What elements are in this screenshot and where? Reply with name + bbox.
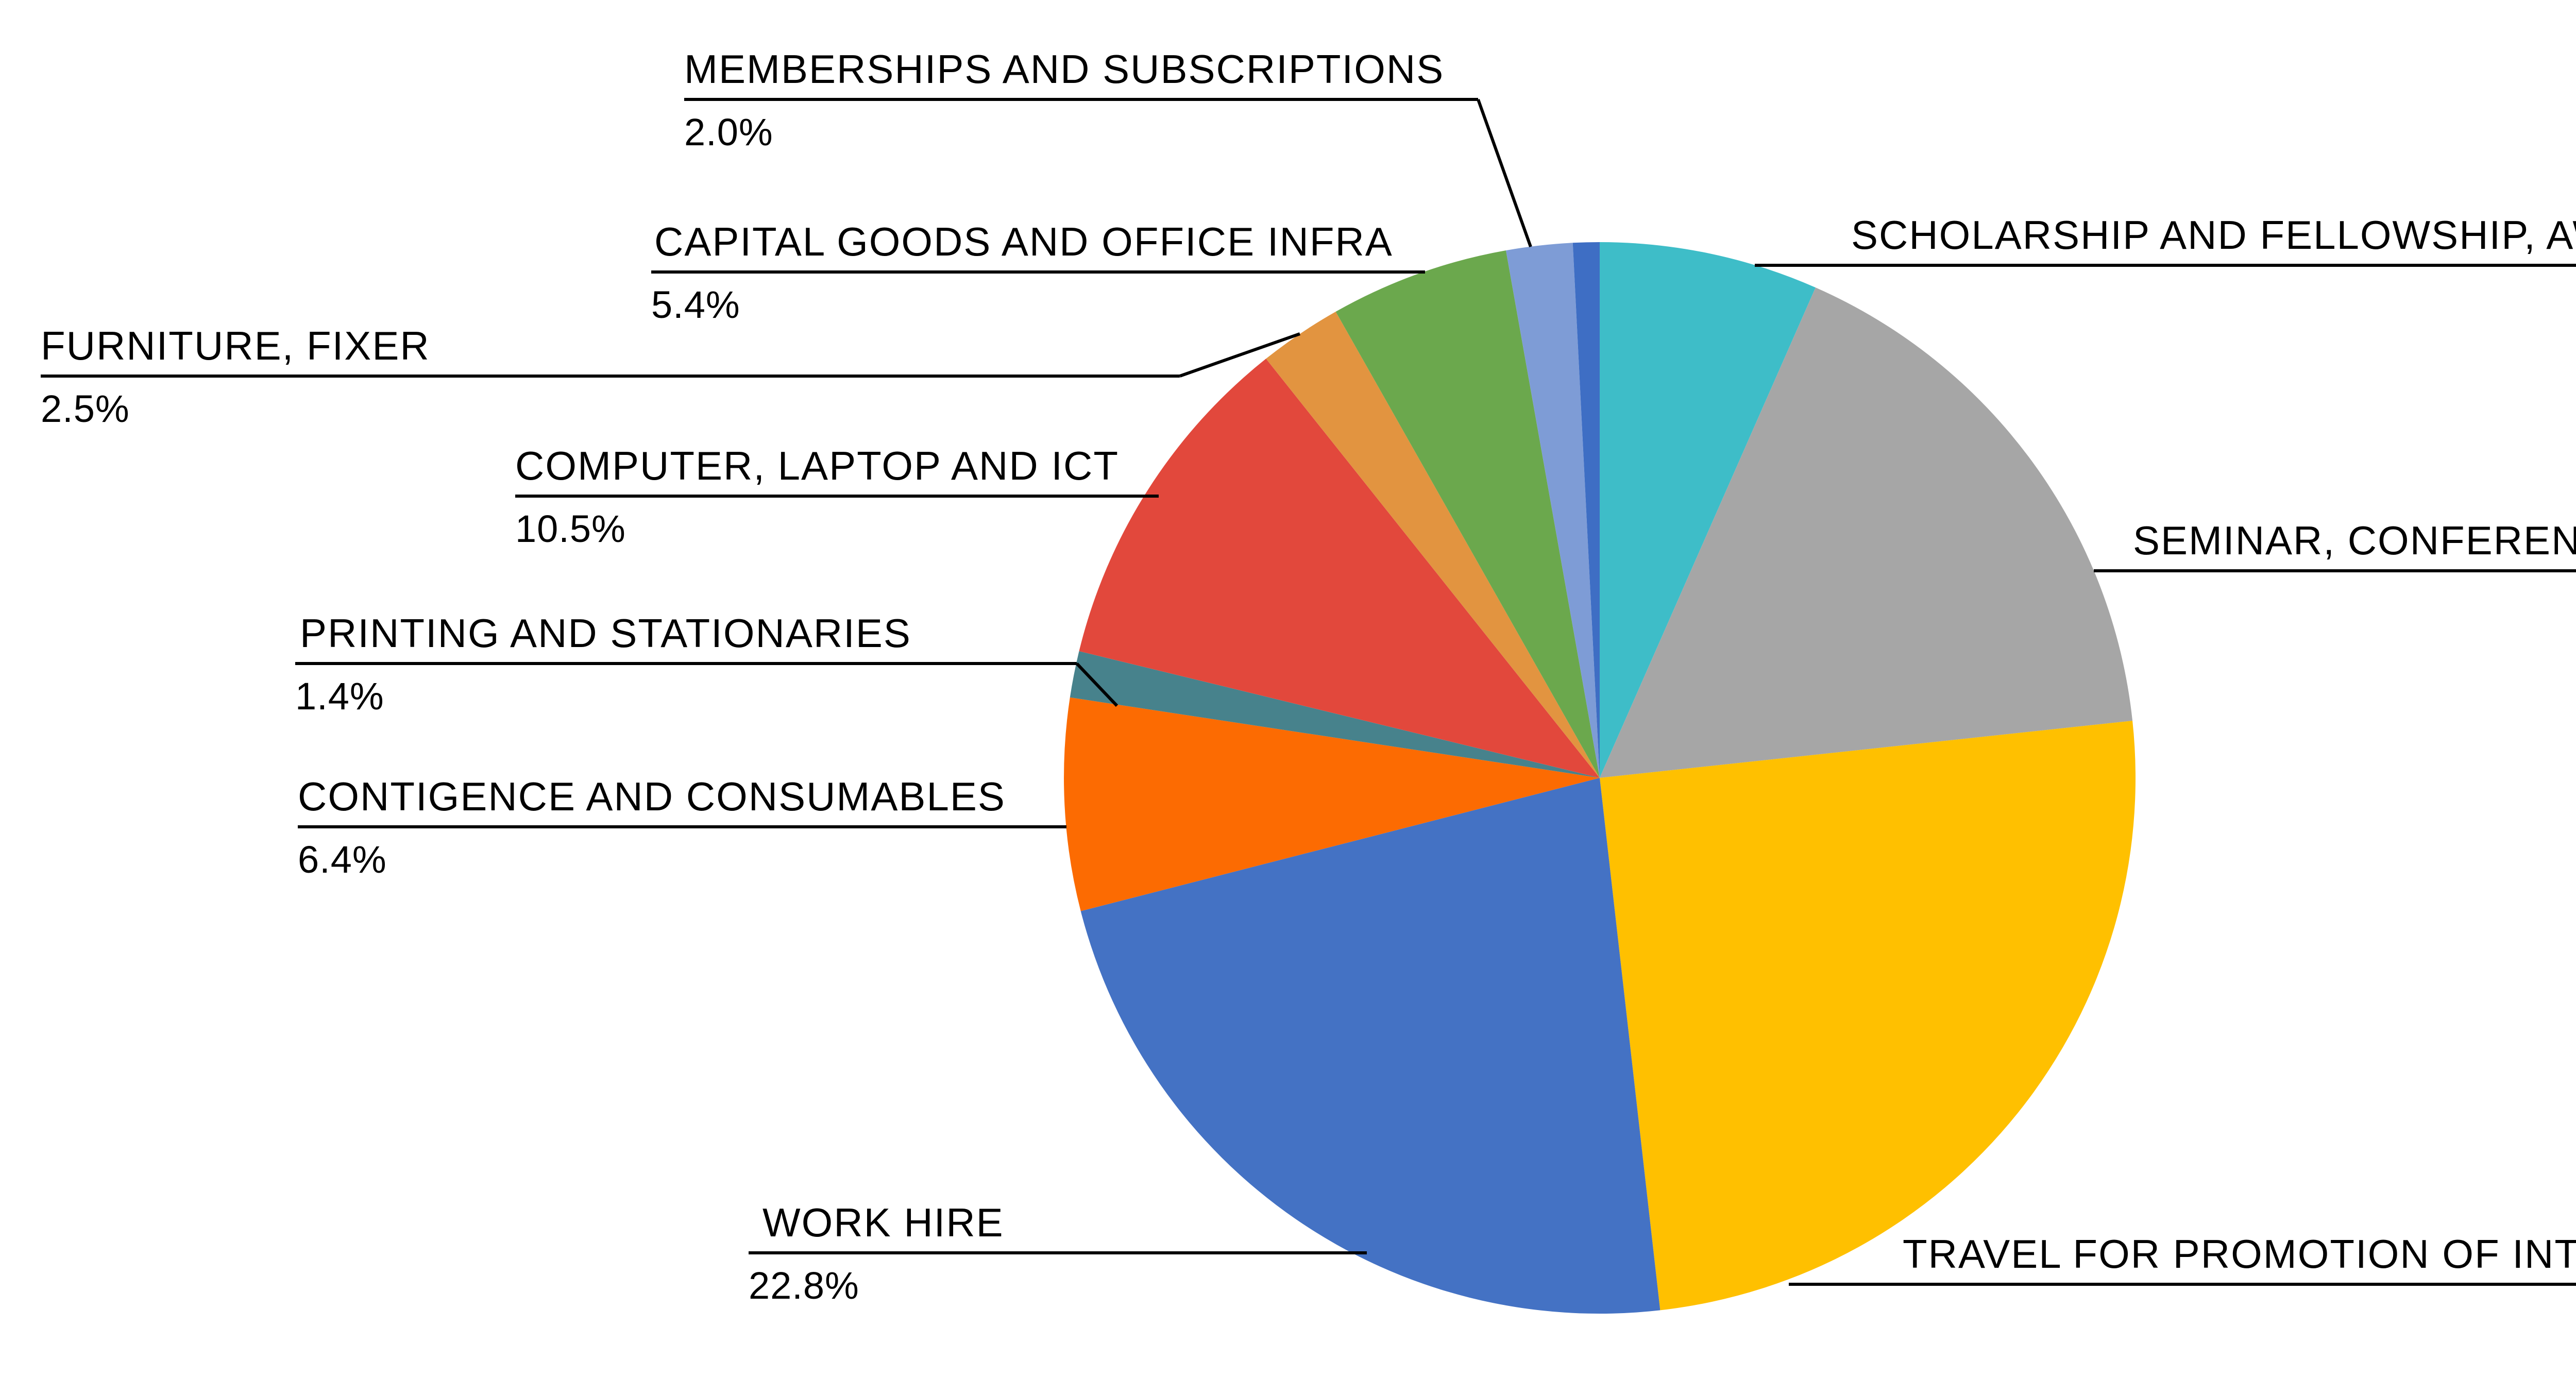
slice-percentage-printing-and-stationaries: 1.4% <box>295 675 384 718</box>
pie-slice-contigence-and-consumables[interactable] <box>1064 697 1600 911</box>
pie-slice-memberships-and-subscriptions[interactable] <box>1506 243 1600 778</box>
pie-slice-scholarship-and-fellowship-awards-reward[interactable] <box>1600 242 1816 778</box>
pie-slice-computer-laptop-and-ict[interactable] <box>1079 359 1600 778</box>
pie-slice-printing-and-stationaries[interactable] <box>1070 651 1600 778</box>
slice-label-work-hire: WORK HIRE <box>762 1200 1004 1245</box>
pie-slice-capital-goods-and-office-infra[interactable] <box>1335 250 1600 778</box>
slice-label-memberships-and-subscriptions: MEMBERSHIPS AND SUBSCRIPTIONS <box>684 46 1445 92</box>
leader-diagonal-furniture-fixer <box>1179 332 1300 378</box>
pie-slice-travel-for-promotion-of-international-re[interactable] <box>1600 721 2136 1311</box>
pie-slice-seminar-conference-events-and-dele[interactable] <box>1600 287 2133 778</box>
slice-percentage-memberships-and-subscriptions: 2.0% <box>684 111 773 154</box>
leader-diagonal-printing-and-stationaries <box>1075 662 1118 707</box>
pie-slice-work-hire[interactable] <box>1080 778 1660 1314</box>
slice-percentage-contigence-and-consumables: 6.4% <box>298 838 387 881</box>
slice-label-computer-laptop-and-ict: COMPUTER, LAPTOP AND ICT <box>515 443 1119 488</box>
leader-diagonal-memberships-and-subscriptions <box>1477 98 1532 248</box>
pie-slice-furniture-fixer[interactable] <box>1266 312 1600 778</box>
slice-percentage-capital-goods-and-office-infra: 5.4% <box>651 283 740 326</box>
slice-percentage-work-hire: 22.8% <box>749 1264 859 1307</box>
slice-percentage-computer-laptop-and-ict: 10.5% <box>515 507 626 550</box>
slice-label-printing-and-stationaries: PRINTING AND STATIONARIES <box>300 610 911 656</box>
slice-label-contigence-and-consumables: CONTIGENCE AND CONSUMABLES <box>298 774 1006 819</box>
slice-label-seminar-conference-events-and-dele: SEMINAR, CONFERENCE, EVENTS AND DELE... <box>2133 518 2576 563</box>
slice-label-travel-for-promotion-of-international-re: TRAVEL FOR PROMOTION OF INTERNATIONAL RE… <box>1903 1231 2576 1277</box>
slice-label-scholarship-and-fellowship-awards-reward: SCHOLARSHIP AND FELLOWSHIP, AWARDS, REWA… <box>1851 212 2576 258</box>
slice-label-furniture-fixer: FURNITURE, FIXER <box>41 323 430 368</box>
pie-slice-unlabeled[interactable] <box>1572 242 1600 778</box>
slice-label-capital-goods-and-office-infra: CAPITAL GOODS AND OFFICE INFRA <box>654 219 1393 264</box>
slice-percentage-furniture-fixer: 2.5% <box>41 387 130 430</box>
